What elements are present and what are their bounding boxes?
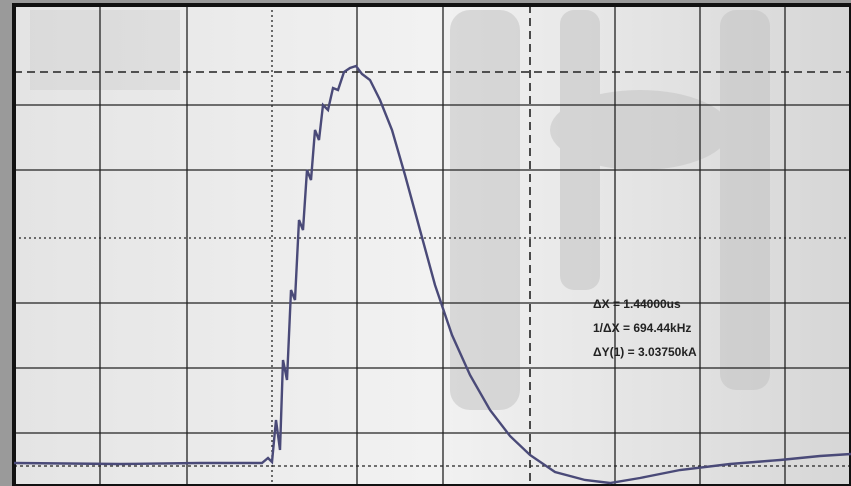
page: ΔX = 1.44000us 1/ΔX = 694.44kHz ΔY(1) = … <box>0 0 851 486</box>
readout-dx: ΔX = 1.44000us <box>593 297 681 311</box>
scope-screen: ΔX = 1.44000us 1/ΔX = 694.44kHz ΔY(1) = … <box>0 0 851 486</box>
readout-dy: ΔY(1) = 3.03750kA <box>593 345 697 359</box>
readout-inv-dx: 1/ΔX = 694.44kHz <box>593 321 691 335</box>
